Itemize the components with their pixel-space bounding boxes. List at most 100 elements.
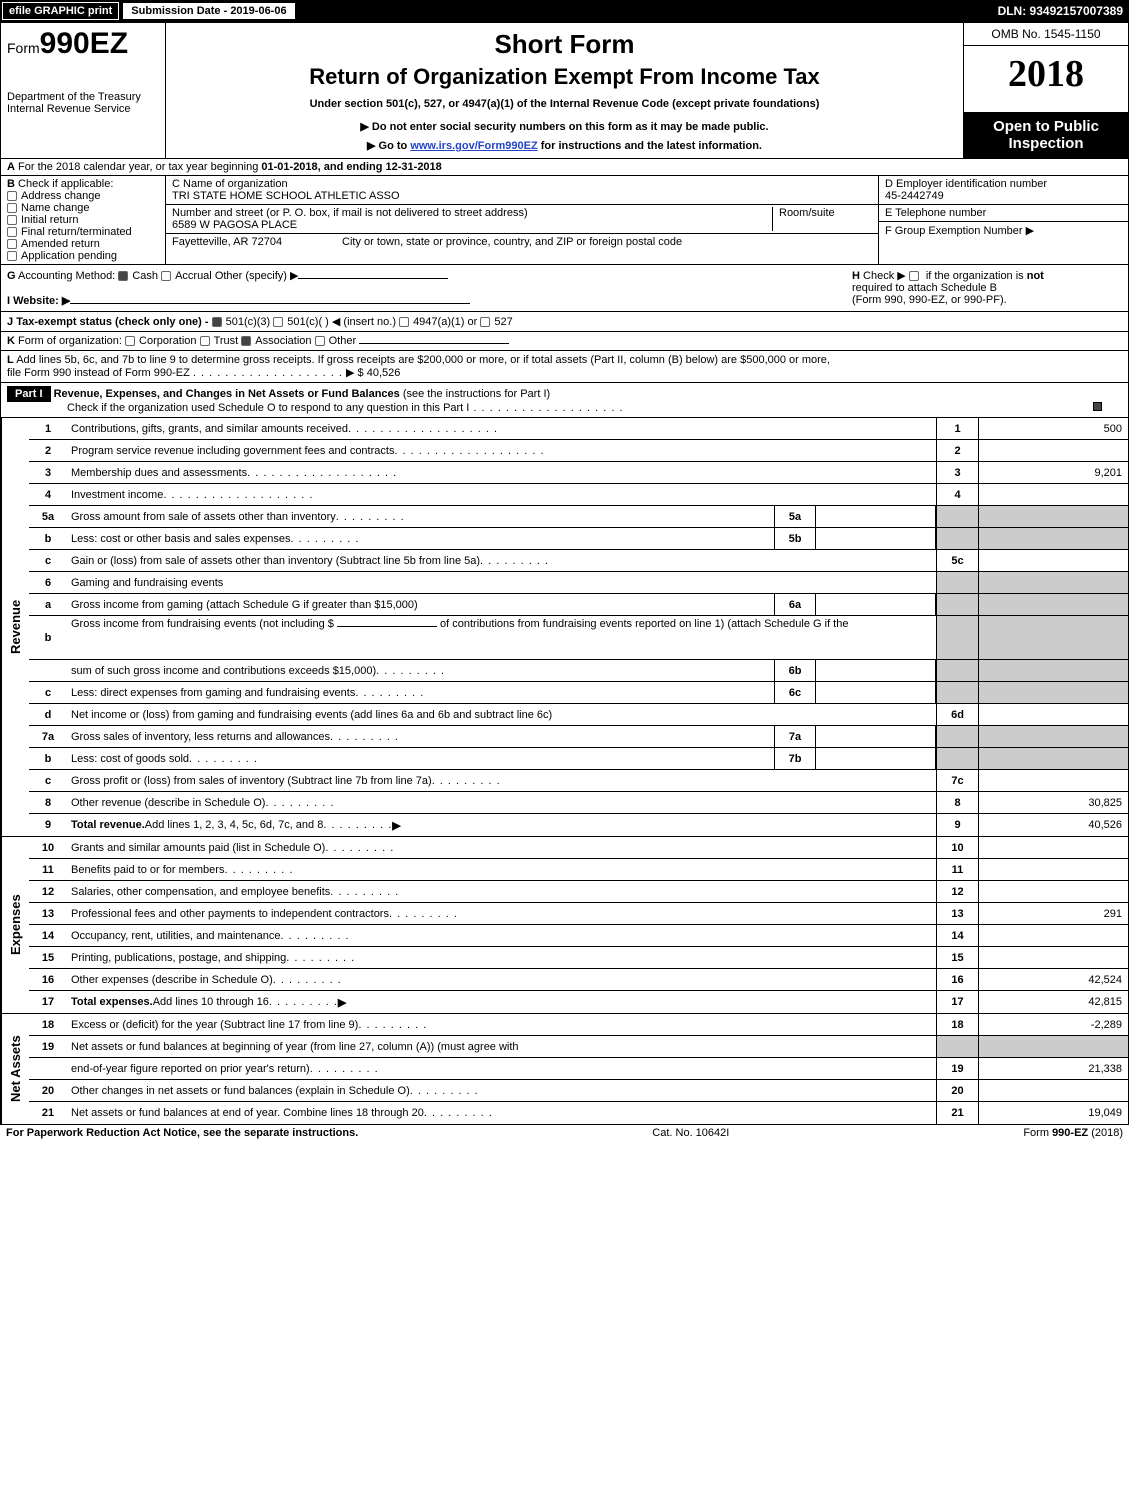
- line-19-num: 19: [29, 1036, 67, 1057]
- other-specify-input[interactable]: [298, 278, 448, 279]
- line-16-num: 16: [29, 969, 67, 990]
- line-19: end-of-year figure reported on prior yea…: [29, 1058, 1128, 1080]
- fundraising-amount-input[interactable]: [337, 626, 437, 627]
- line-4-num: 4: [29, 484, 67, 505]
- label-b: B: [7, 178, 15, 190]
- line-15-desc: Printing, publications, postage, and shi…: [71, 952, 286, 964]
- line-9-num: 9: [29, 814, 67, 836]
- label-f: F: [885, 225, 892, 237]
- line-17-desc2: Add lines 10 through 16: [153, 996, 269, 1008]
- part1-sub: Check if the organization used Schedule …: [67, 402, 469, 414]
- chk-cash[interactable]: [118, 271, 128, 281]
- chk-accrual[interactable]: [161, 271, 171, 281]
- line-13-desc: Professional fees and other payments to …: [71, 908, 389, 920]
- dots-20: [410, 1085, 479, 1097]
- line-1-desc: Contributions, gifts, grants, and simila…: [71, 423, 348, 435]
- line-9: 9 Total revenue. Add lines 1, 2, 3, 4, 5…: [29, 814, 1128, 836]
- chk-schedule-b[interactable]: [909, 271, 919, 281]
- row-g: G Accounting Method: Cash Accrual Other …: [7, 269, 852, 307]
- line-1-rn: 1: [936, 418, 978, 439]
- line-6a-rv-shade: [978, 594, 1128, 615]
- box-e-heading: Telephone number: [895, 207, 986, 219]
- line-6-desc: Gaming and fundraising events: [71, 577, 223, 589]
- line-9-val: 40,526: [978, 814, 1128, 836]
- chk-initial-return[interactable]: [7, 215, 17, 225]
- line-12: 12 Salaries, other compensation, and emp…: [29, 881, 1128, 903]
- dots-l: [193, 367, 343, 379]
- line-6b: sum of such gross income and contributio…: [29, 660, 1128, 682]
- chk-amended-return[interactable]: [7, 239, 17, 249]
- line-6c-sn: 6c: [774, 682, 816, 703]
- chk-schedule-o[interactable]: [1093, 402, 1102, 411]
- line-10-rn: 10: [936, 837, 978, 858]
- line-6b-top-rn-shade: [936, 616, 978, 659]
- line-11-val: [978, 859, 1128, 880]
- form-prefix: Form: [7, 40, 40, 56]
- line-15-val: [978, 947, 1128, 968]
- irs-link[interactable]: www.irs.gov/Form990EZ: [410, 140, 537, 152]
- expenses-side-label: Expenses: [1, 837, 29, 1013]
- label-e: E: [885, 207, 892, 219]
- line-16-val: 42,524: [978, 969, 1128, 990]
- chk-assoc[interactable]: [241, 336, 251, 346]
- opt-cash: Cash: [132, 270, 158, 282]
- revenue-side-label: Revenue: [1, 418, 29, 836]
- open-line2: Inspection: [970, 135, 1122, 152]
- dots-19: [310, 1063, 379, 1075]
- dots-p1: [469, 402, 623, 414]
- website-input[interactable]: [70, 303, 470, 304]
- line-6-num: 6: [29, 572, 67, 593]
- line-4: 4 Investment income 4: [29, 484, 1128, 506]
- chk-address-change[interactable]: [7, 191, 17, 201]
- label-g: G: [7, 270, 16, 282]
- label-c: C: [172, 178, 180, 190]
- line-11: 11 Benefits paid to or for members 11: [29, 859, 1128, 881]
- line-6d-num: d: [29, 704, 67, 725]
- line-10-val: [978, 837, 1128, 858]
- year-end: 12-31-2018: [386, 161, 442, 173]
- goto-pre: ▶ Go to: [367, 140, 410, 152]
- chk-application-pending[interactable]: [7, 251, 17, 261]
- chk-final-return[interactable]: [7, 227, 17, 237]
- dept-treasury: Department of the Treasury: [7, 91, 159, 103]
- line-6a-rn-shade: [936, 594, 978, 615]
- line-2-num: 2: [29, 440, 67, 461]
- chk-527[interactable]: [480, 317, 490, 327]
- line-19-rv-shade: [978, 1036, 1128, 1057]
- dots-13: [389, 908, 458, 920]
- chk-4947[interactable]: [399, 317, 409, 327]
- line-16: 16 Other expenses (describe in Schedule …: [29, 969, 1128, 991]
- label-d: D: [885, 178, 893, 190]
- opt-amended-return: Amended return: [21, 238, 100, 250]
- dots-15: [286, 952, 355, 964]
- chk-501c3[interactable]: [212, 317, 222, 327]
- opt-other: Other (specify) ▶: [215, 270, 299, 282]
- line-6b-desc2: of contributions from fundraising events…: [437, 618, 849, 630]
- chk-501c[interactable]: [273, 317, 283, 327]
- box-def: D Employer identification number 45-2442…: [878, 176, 1128, 264]
- line-6-rn-shade: [936, 572, 978, 593]
- line-14-rn: 14: [936, 925, 978, 946]
- header-right: OMB No. 1545-1150 2018 Open to Public In…: [963, 23, 1128, 158]
- chk-other-org[interactable]: [315, 336, 325, 346]
- line-21-desc: Net assets or fund balances at end of ye…: [71, 1107, 424, 1119]
- line-6a-sn: 6a: [774, 594, 816, 615]
- line-6c-rn-shade: [936, 682, 978, 703]
- label-a: A: [7, 161, 15, 173]
- line-17-num: 17: [29, 991, 67, 1013]
- opt-trust: Trust: [214, 335, 239, 347]
- chk-name-change[interactable]: [7, 203, 17, 213]
- other-org-input[interactable]: [359, 343, 509, 344]
- department-label: Department of the Treasury Internal Reve…: [7, 91, 159, 115]
- chk-corp[interactable]: [125, 336, 135, 346]
- cat-number: Cat. No. 10642I: [652, 1127, 729, 1139]
- part1-desc: Part I Revenue, Expenses, and Changes in…: [1, 383, 1128, 417]
- line-13-num: 13: [29, 903, 67, 924]
- line-21-val: 19,049: [978, 1102, 1128, 1124]
- efile-print-button[interactable]: efile GRAPHIC print: [2, 2, 119, 20]
- line-3-desc: Membership dues and assessments: [71, 467, 247, 479]
- org-name-row: C Name of organization TRI STATE HOME SC…: [166, 176, 878, 205]
- chk-trust[interactable]: [200, 336, 210, 346]
- netassets-side-label: Net Assets: [1, 1014, 29, 1124]
- line-18-desc: Excess or (deficit) for the year (Subtra…: [71, 1019, 358, 1031]
